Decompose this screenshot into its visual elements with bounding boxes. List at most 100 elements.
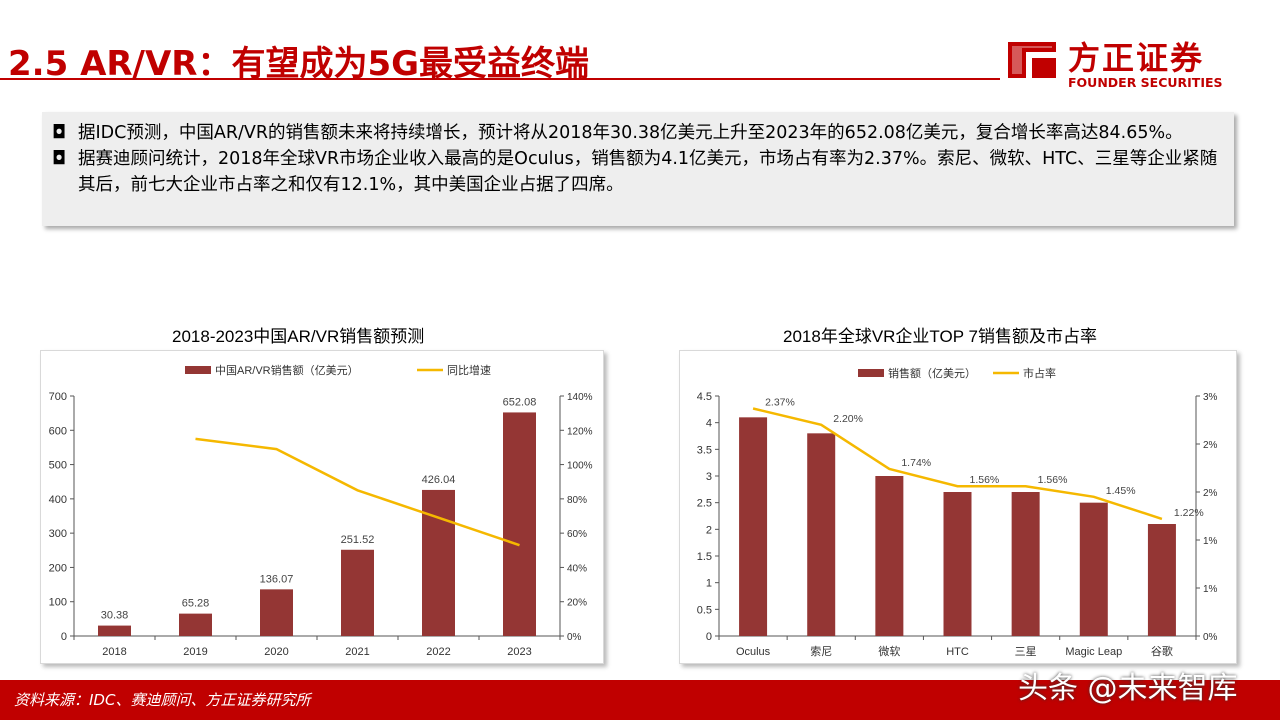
bullet-square-icon: ◘ <box>52 122 67 143</box>
bullet-square-icon: ◘ <box>52 148 67 169</box>
source-note: 资料来源：IDC、赛迪顾问、方正证券研究所 <box>14 691 311 709</box>
bar-data-label: 251.52 <box>341 534 375 546</box>
bullet-text: 据赛迪顾问统计，2018年全球VR市场企业收入最高的是Oculus，销售额为4.… <box>78 149 1218 195</box>
y-tick-label-left: 2 <box>706 524 712 536</box>
bar <box>98 625 131 636</box>
page-title: 2.5 AR/VR：有望成为5G最受益终端 <box>8 44 590 84</box>
bar <box>875 476 904 636</box>
bar <box>341 549 374 636</box>
bar <box>260 589 293 636</box>
bullet-text: 据IDC预测，中国AR/VR的销售额未来将持续增长，预计将从2018年30.38… <box>78 123 1183 143</box>
logo-en-text: FOUNDER SECURITIES <box>1068 75 1223 90</box>
founder-logo-icon <box>1008 42 1056 78</box>
bar <box>422 489 455 636</box>
line-data-label: 1.45% <box>1106 485 1136 497</box>
chart2-container: 销售额（亿美元） 市占率 0 0.5 1 1.5 2 2.5 3 3.5 4 4.5 0% 1% 1% 2% 2… <box>679 350 1237 664</box>
x-tick-label: 谷歌 <box>1151 644 1173 658</box>
chart1-svg: 中国AR/VR销售额（亿美元） 同比增速 0 100 200 300 400 500 600 70… <box>49 363 593 658</box>
y-tick-label-left: 3.5 <box>697 444 712 456</box>
line-data-label: 1.74% <box>901 457 931 469</box>
y-tick-label-left: 1.5 <box>697 551 712 563</box>
logo-cn-text: 方正证券 <box>1068 39 1205 77</box>
chart1-container: 中国AR/VR销售额（亿美元） 同比增速 0 100 200 300 400 500 600 70… <box>40 350 604 664</box>
chart2-svg: 销售额（亿美元） 市占率 0 0.5 1 1.5 2 2.5 3 3.5 4 4.5 0% 1% 1% 2% 2… <box>697 366 1218 658</box>
y-tick-label-right: 0% <box>567 632 582 643</box>
y-tick-label-right: 60% <box>567 529 587 540</box>
chart1-title: 2018-2023中国AR/VR销售额预测 <box>172 327 425 346</box>
line-data-label: 1.56% <box>1038 474 1068 486</box>
legend-label: 市占率 <box>1023 366 1056 380</box>
y-tick-label-right: 40% <box>567 563 587 574</box>
y-tick-label-left: 700 <box>49 391 67 403</box>
line-series <box>752 407 1163 521</box>
y-tick-label-left: 0 <box>706 631 712 643</box>
bar-data-label: 30.38 <box>101 610 129 622</box>
x-tick-label: 2019 <box>183 646 207 658</box>
line-series <box>195 437 520 547</box>
x-tick-label: 2022 <box>426 646 450 658</box>
bar <box>1011 492 1040 636</box>
bar <box>1147 524 1176 636</box>
x-tick-label: Magic Leap <box>1065 646 1122 658</box>
y-tick-label-left: 4 <box>706 418 712 430</box>
bar <box>179 613 212 636</box>
footer-bar <box>0 680 1280 720</box>
legend-swatch-bar <box>858 369 884 377</box>
y-tick-label-left: 400 <box>49 494 67 506</box>
bar-data-label: 652.08 <box>503 396 537 408</box>
y-tick-label-right: 2% <box>1203 488 1218 499</box>
x-tick-label: 2021 <box>345 646 369 658</box>
line-data-label: 1.22% <box>1174 507 1204 519</box>
y-tick-label-right: 3% <box>1203 392 1218 403</box>
bar-data-label: 426.04 <box>422 474 456 486</box>
line-data-label: 2.37% <box>765 396 795 408</box>
x-tick-label: HTC <box>946 646 969 658</box>
y-tick-label-right: 120% <box>567 426 593 437</box>
y-tick-label-left: 3 <box>706 471 712 483</box>
bar-data-label: 136.07 <box>260 573 294 585</box>
bullet-item: ◘ 据赛迪顾问统计，2018年全球VR市场企业收入最高的是Oculus，销售额为… <box>52 146 1224 198</box>
bar <box>739 417 768 636</box>
y-tick-label-left: 200 <box>49 562 67 574</box>
summary-box: ◘ 据IDC预测，中国AR/VR的销售额未来将持续增长，预计将从2018年30.… <box>42 112 1234 226</box>
legend-label: 中国AR/VR销售额（亿美元） <box>215 363 359 377</box>
bullet-item: ◘ 据IDC预测，中国AR/VR的销售额未来将持续增长，预计将从2018年30.… <box>52 120 1224 146</box>
y-tick-label-left: 100 <box>49 597 67 609</box>
y-tick-label-right: 2% <box>1203 440 1218 451</box>
chart2-title: 2018年全球VR企业TOP 7销售额及市占率 <box>783 327 1097 346</box>
x-tick-label: 2020 <box>264 646 288 658</box>
y-tick-label-right: 20% <box>567 598 587 609</box>
bar <box>807 433 836 636</box>
bar <box>943 492 972 636</box>
bar <box>503 412 536 636</box>
y-tick-label-right: 140% <box>567 392 593 403</box>
x-tick-label: 2018 <box>102 646 126 658</box>
legend-label: 销售额（亿美元） <box>888 366 976 380</box>
y-tick-label-right: 1% <box>1203 536 1218 547</box>
x-tick-label: 2023 <box>507 646 531 658</box>
y-tick-label-left: 1 <box>706 578 712 590</box>
x-tick-label: 索尼 <box>810 644 832 658</box>
y-tick-label-left: 500 <box>49 460 67 472</box>
y-tick-label-left: 0 <box>61 631 67 643</box>
watermark: 头条 @未来智库 <box>1018 671 1238 706</box>
y-tick-label-right: 1% <box>1203 584 1218 595</box>
line-data-label: 2.20% <box>833 413 863 425</box>
y-tick-label-left: 600 <box>49 425 67 437</box>
y-tick-label-right: 80% <box>567 495 587 506</box>
y-tick-label-right: 100% <box>567 461 593 472</box>
legend-swatch-bar <box>185 366 211 374</box>
x-tick-label: 微软 <box>878 644 900 658</box>
x-tick-label: Oculus <box>736 646 771 658</box>
y-tick-label-left: 2.5 <box>697 498 712 510</box>
y-tick-label-left: 0.5 <box>697 604 712 616</box>
y-tick-label-left: 4.5 <box>697 391 712 403</box>
line-data-label: 1.56% <box>970 474 1000 486</box>
x-tick-label: 三星 <box>1015 645 1037 658</box>
bar-data-label: 65.28 <box>182 598 210 610</box>
title-underline <box>0 78 1000 80</box>
legend-label: 同比增速 <box>447 363 491 377</box>
y-tick-label-right: 0% <box>1203 632 1218 643</box>
y-tick-label-left: 300 <box>49 528 67 540</box>
bar <box>1079 502 1108 636</box>
